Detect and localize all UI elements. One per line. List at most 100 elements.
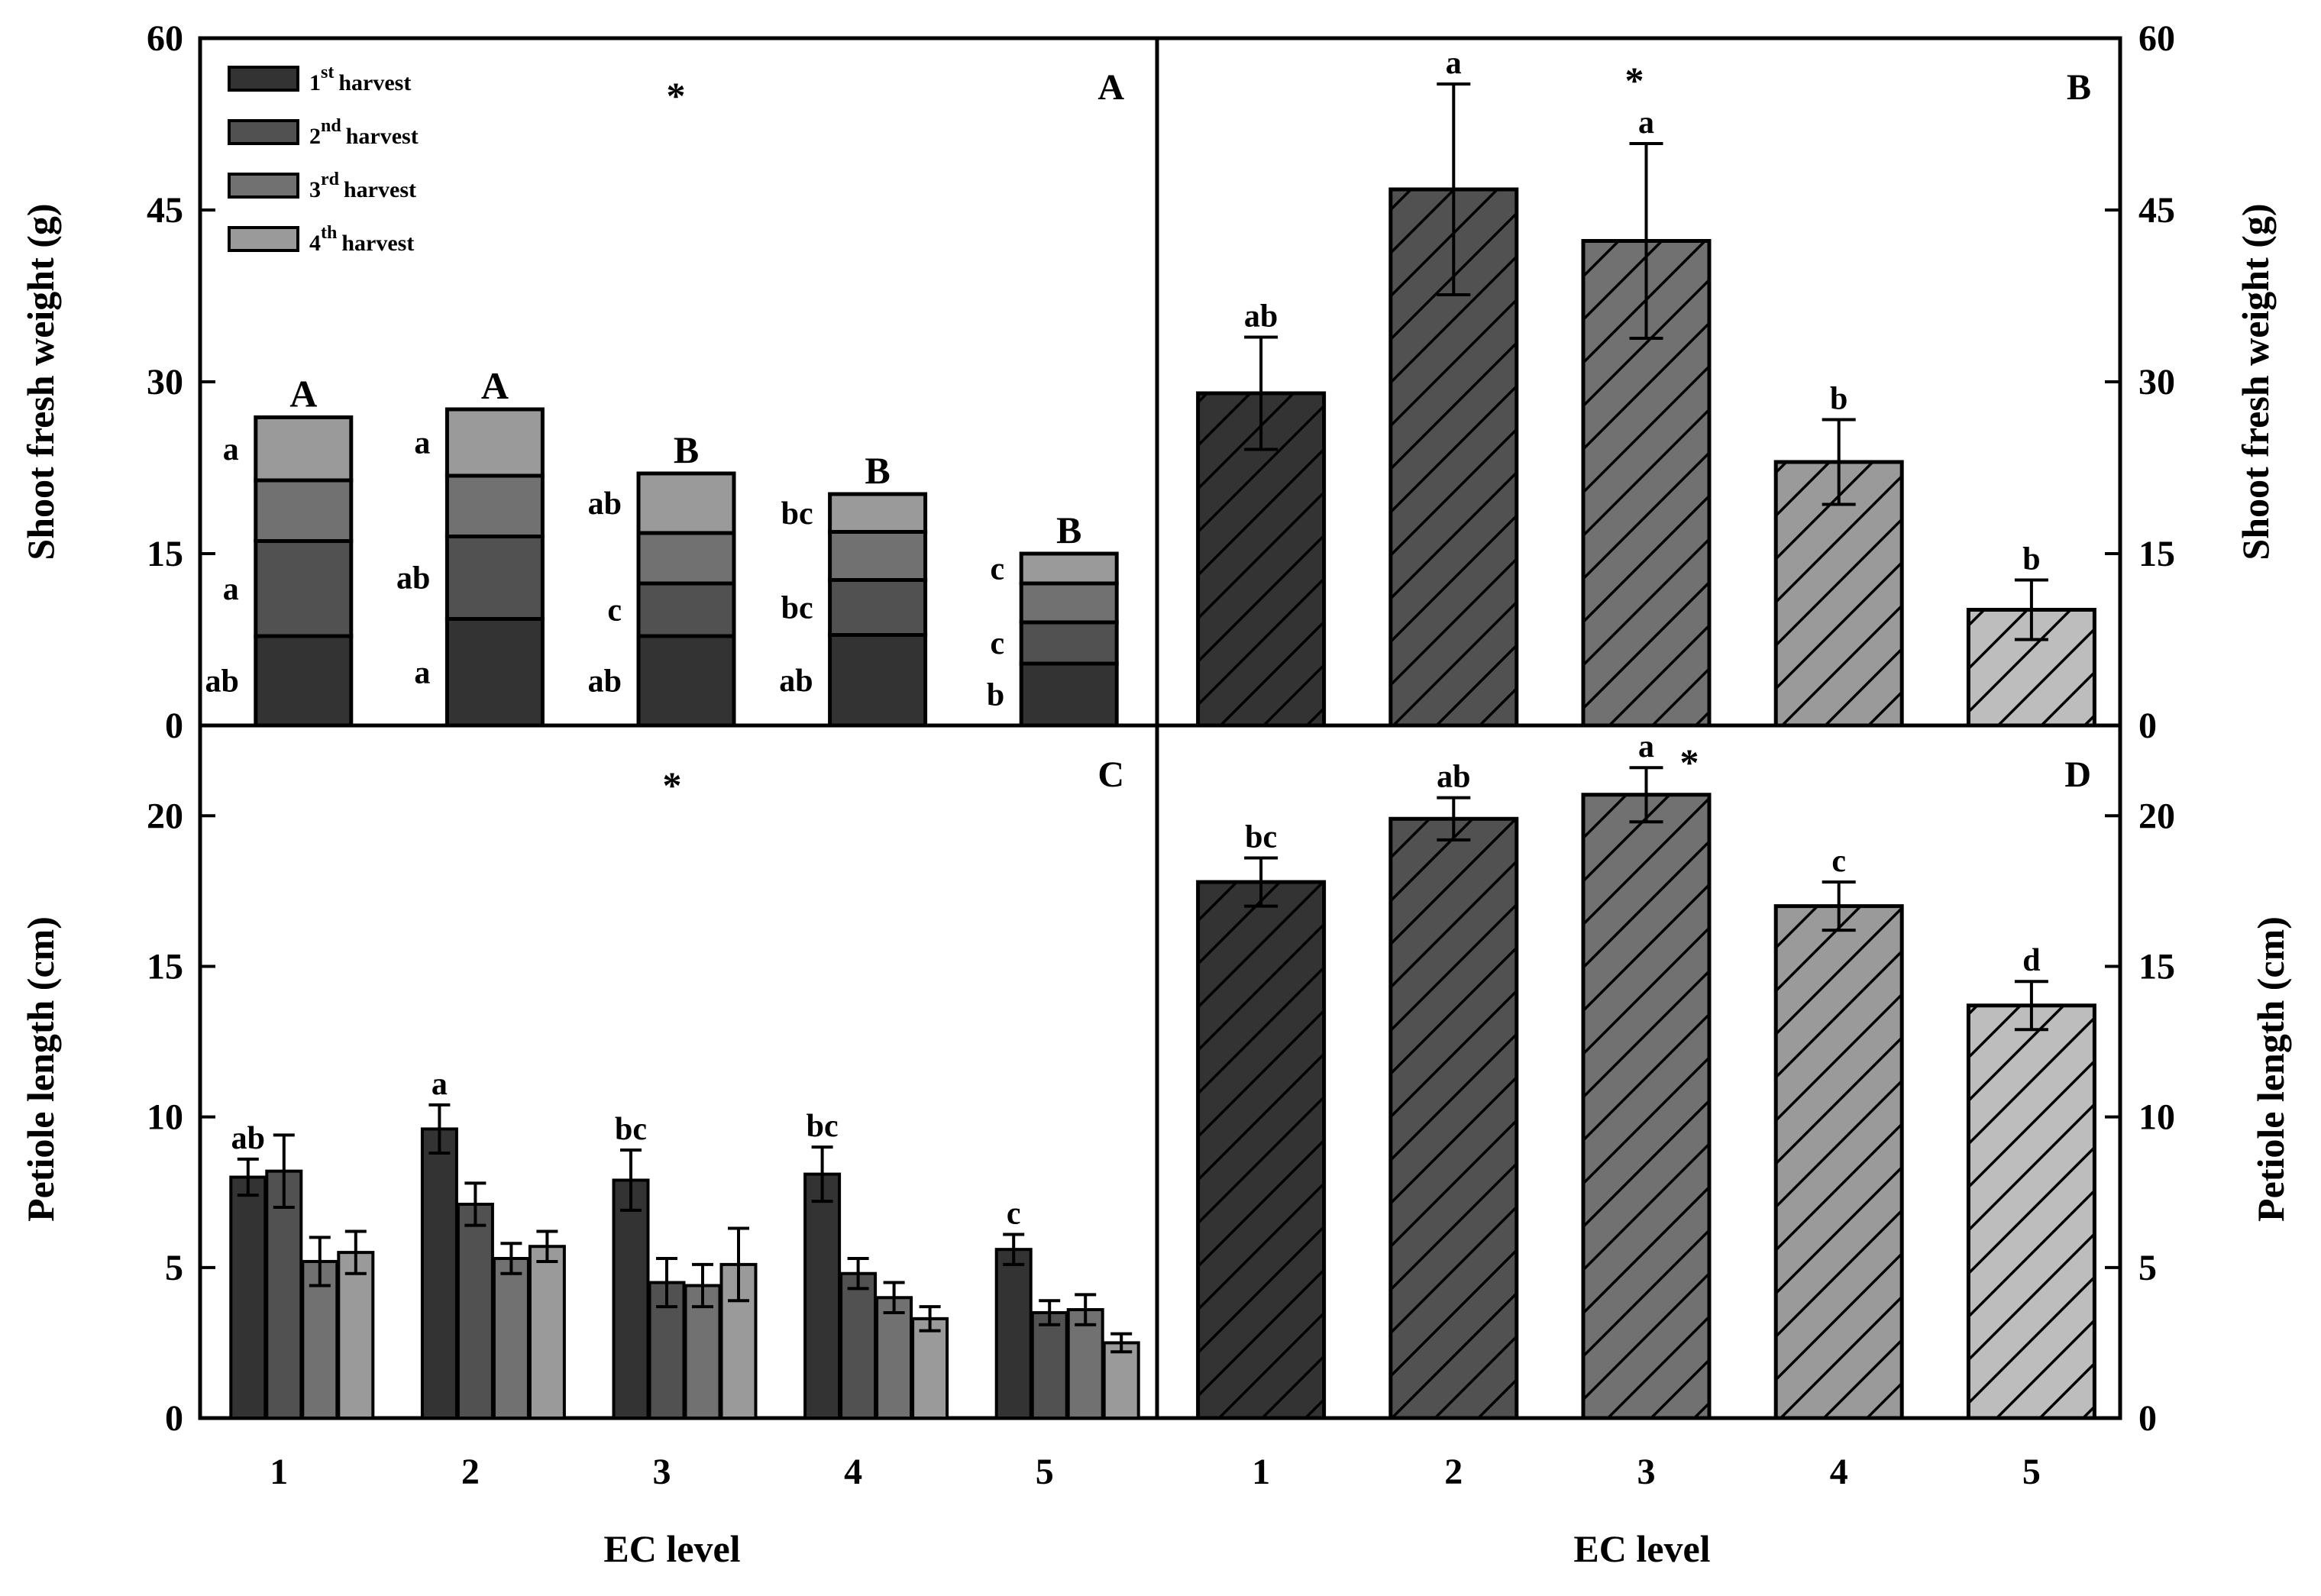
- total-letter: B: [865, 449, 890, 492]
- y-tick-label: 60: [147, 18, 183, 59]
- significance-letter: bc: [807, 1109, 839, 1144]
- y-tick-label: 10: [147, 1097, 183, 1138]
- segment-letter: c: [991, 552, 1005, 587]
- segment-letter: bc: [781, 496, 813, 531]
- legend-label: 2nd harvest: [309, 116, 419, 149]
- stacked-bar-segment: [828, 492, 928, 534]
- significance-letter: ab: [1244, 299, 1278, 334]
- plot-border: [198, 36, 2122, 1420]
- stacked-bar-segment: [254, 478, 354, 543]
- bar: [229, 1175, 267, 1420]
- significance-letter: a: [1638, 105, 1654, 141]
- total-letter: A: [481, 364, 509, 407]
- significance-star: *: [1680, 741, 1699, 783]
- y-tick-label: 30: [2138, 362, 2175, 402]
- stacked-bar-segment: [444, 407, 545, 478]
- bar: [1030, 1310, 1068, 1420]
- y-tick-label: 15: [147, 534, 183, 574]
- y-tick-label: 0: [2138, 706, 2157, 746]
- stacked-bar-segment: [636, 581, 736, 638]
- y-axis-label-top-left: Shoot fresh weight (g): [19, 203, 62, 560]
- x-tick-label: 3: [653, 1452, 671, 1492]
- x-tick-label: 2: [461, 1452, 480, 1492]
- y-tick-label: 15: [2138, 946, 2175, 987]
- segment-letter: b: [987, 678, 1004, 713]
- y-tick-label: 15: [2138, 534, 2175, 574]
- y-tick-label: 0: [2138, 1398, 2157, 1439]
- significance-letter: b: [1830, 382, 1847, 417]
- segment-letter: ab: [588, 664, 622, 699]
- stacked-bar-segment: [636, 531, 736, 586]
- stacked-bar-segment: [828, 578, 928, 637]
- stacked-bar-segment: [1019, 581, 1119, 625]
- bar: [612, 1178, 650, 1420]
- legend-swatch: [228, 66, 299, 92]
- stacked-bar-segment: [444, 473, 545, 538]
- bar-hatch: [1196, 880, 1327, 1420]
- bar: [1102, 1341, 1140, 1420]
- stacked-bar-segment: [636, 634, 736, 728]
- bar: [420, 1127, 458, 1420]
- segment-letter: ab: [588, 486, 622, 522]
- legend-label: 3rd harvest: [309, 170, 416, 202]
- stacked-bar-segment: [636, 471, 736, 535]
- significance-letter: c: [1831, 844, 1846, 879]
- bar: [994, 1248, 1033, 1420]
- total-letter: A: [289, 373, 317, 415]
- panel-label: A: [1097, 67, 1124, 108]
- legend-swatch: [228, 226, 299, 252]
- x-tick-label: 2: [1444, 1452, 1463, 1492]
- bar-hatch: [1581, 793, 1712, 1420]
- bar-hatch: [1966, 1003, 2096, 1420]
- y-tick-label: 5: [165, 1248, 183, 1288]
- y-tick-label: 0: [165, 1398, 183, 1439]
- stacked-bar-segment: [1019, 620, 1119, 666]
- bar-hatch: [1388, 816, 1519, 1420]
- y-tick-label: 10: [2138, 1097, 2175, 1138]
- significance-letter: d: [2022, 943, 2040, 978]
- bar: [803, 1172, 842, 1420]
- bar: [875, 1296, 913, 1420]
- significance-letter: a: [432, 1067, 448, 1102]
- segment-letter: a: [223, 432, 239, 467]
- stacked-bar-segment: [1019, 551, 1119, 586]
- stacked-bar-segment: [254, 634, 354, 728]
- legend-label: 4th harvest: [309, 223, 414, 256]
- y-tick-label: 15: [147, 946, 183, 987]
- y-axis-label-top-right: Shoot fresh weight (g): [2234, 203, 2277, 560]
- x-axis-label-left: EC level: [603, 1527, 740, 1570]
- segment-letter: a: [414, 655, 430, 690]
- bar: [911, 1317, 949, 1420]
- segment-letter: bc: [781, 591, 813, 626]
- significance-letter: c: [1007, 1196, 1021, 1231]
- y-tick-label: 30: [147, 362, 183, 402]
- legend-label: 1st harvest: [309, 63, 411, 95]
- segment-letter: c: [991, 626, 1005, 661]
- stacked-bar-segment: [444, 617, 545, 728]
- stacked-bar-segment: [1019, 661, 1119, 728]
- bar: [337, 1251, 375, 1420]
- x-tick-label: 5: [2022, 1452, 2041, 1492]
- panel-label: D: [2064, 754, 2091, 795]
- panel-label: B: [2067, 67, 2091, 108]
- x-tick-label: 4: [844, 1452, 862, 1492]
- y-axis-label-bottom-right: Petiole length (cm): [2249, 916, 2292, 1222]
- significance-star: *: [667, 74, 686, 117]
- stacked-bar-segment: [254, 539, 354, 638]
- bar: [492, 1256, 530, 1420]
- stacked-bar-segment: [254, 415, 354, 483]
- significance-letter: ab: [231, 1121, 265, 1156]
- significance-letter: a: [1446, 46, 1462, 81]
- panel-c: 0 5 10 15 20 ab 1 a 2 bc 3 bc 4 c 5 * C: [147, 754, 1140, 1492]
- y-tick-label: 0: [165, 706, 183, 746]
- y-tick-label: 20: [147, 796, 183, 836]
- segment-letter: c: [607, 593, 622, 628]
- x-tick-label: 3: [1637, 1452, 1656, 1492]
- bar: [456, 1203, 494, 1420]
- x-tick-label: 1: [1252, 1452, 1270, 1492]
- x-tick-label: 4: [1830, 1452, 1848, 1492]
- y-tick-label: 60: [2138, 18, 2175, 59]
